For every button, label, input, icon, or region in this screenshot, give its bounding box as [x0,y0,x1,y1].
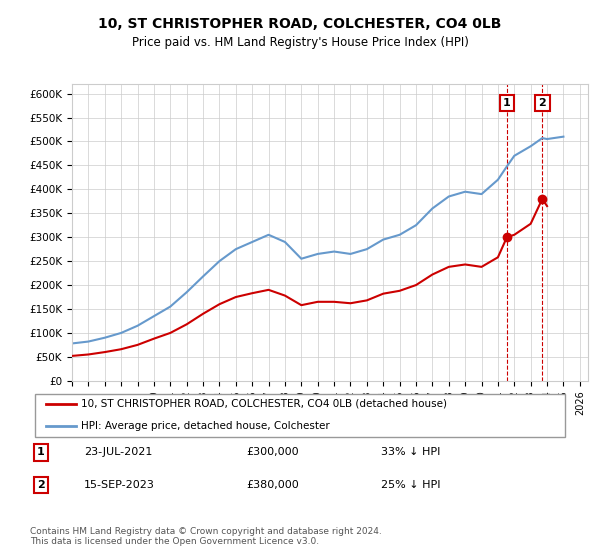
Text: 10, ST CHRISTOPHER ROAD, COLCHESTER, CO4 0LB (detached house): 10, ST CHRISTOPHER ROAD, COLCHESTER, CO4… [82,399,448,409]
Text: 2: 2 [37,480,44,490]
Text: £300,000: £300,000 [246,447,299,457]
Text: 23-JUL-2021: 23-JUL-2021 [84,447,152,457]
Text: 1: 1 [503,98,511,108]
Text: Price paid vs. HM Land Registry's House Price Index (HPI): Price paid vs. HM Land Registry's House … [131,36,469,49]
Text: Contains HM Land Registry data © Crown copyright and database right 2024.
This d: Contains HM Land Registry data © Crown c… [30,526,382,546]
Text: 1: 1 [37,447,44,457]
Text: 10, ST CHRISTOPHER ROAD, COLCHESTER, CO4 0LB: 10, ST CHRISTOPHER ROAD, COLCHESTER, CO4… [98,17,502,31]
Text: 33% ↓ HPI: 33% ↓ HPI [381,447,440,457]
Text: £380,000: £380,000 [246,480,299,490]
FancyBboxPatch shape [35,394,565,437]
Text: 2: 2 [538,98,546,108]
Text: 15-SEP-2023: 15-SEP-2023 [84,480,155,490]
Text: HPI: Average price, detached house, Colchester: HPI: Average price, detached house, Colc… [82,421,330,431]
Text: 25% ↓ HPI: 25% ↓ HPI [381,480,440,490]
